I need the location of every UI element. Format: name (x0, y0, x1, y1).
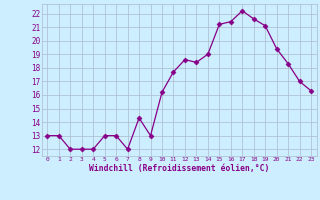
X-axis label: Windchill (Refroidissement éolien,°C): Windchill (Refroidissement éolien,°C) (89, 164, 269, 173)
